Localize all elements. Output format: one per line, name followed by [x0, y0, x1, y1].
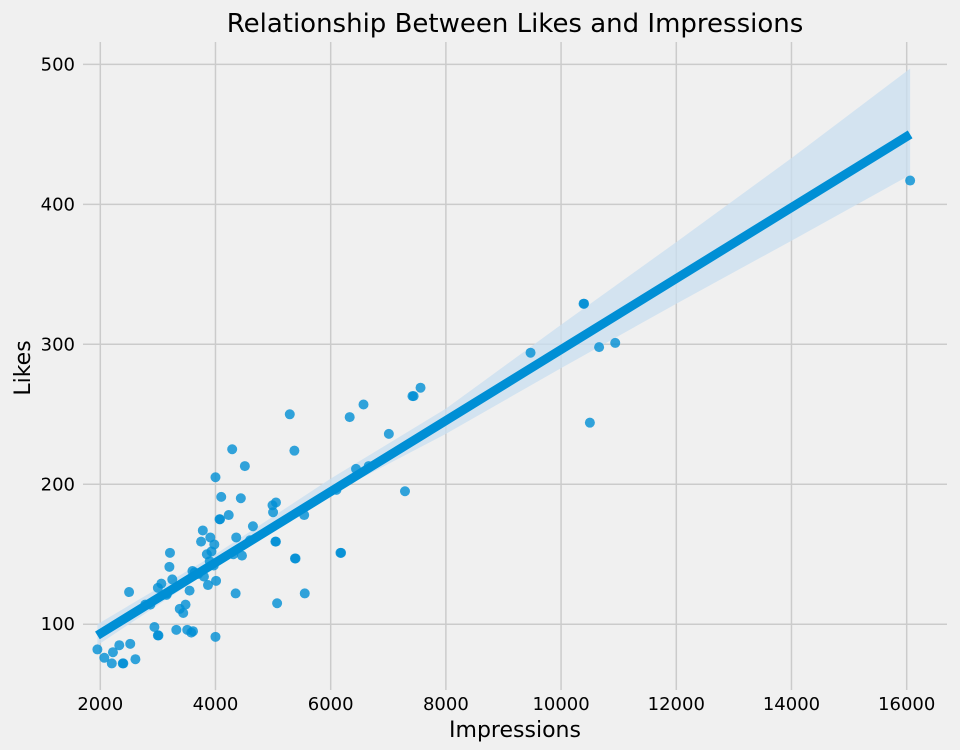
- data-point: [118, 658, 129, 669]
- data-point: [284, 409, 295, 420]
- data-point: [399, 486, 410, 497]
- data-point: [247, 521, 258, 532]
- data-point: [236, 550, 247, 561]
- data-point: [209, 539, 220, 550]
- data-point: [905, 175, 916, 186]
- data-point: [215, 514, 226, 525]
- data-point: [336, 547, 347, 558]
- data-point: [594, 342, 605, 353]
- y-tick-label: 200: [41, 474, 75, 495]
- x-tick-label: 10000: [532, 694, 589, 715]
- data-point: [358, 399, 369, 410]
- data-point: [211, 575, 222, 586]
- data-point: [525, 347, 536, 358]
- y-axis-label: Likes: [11, 340, 36, 395]
- x-tick-label: 8000: [423, 694, 469, 715]
- data-point: [227, 444, 238, 455]
- data-point: [92, 644, 103, 655]
- data-point: [344, 412, 355, 423]
- data-point: [164, 547, 175, 558]
- data-point: [231, 532, 242, 543]
- data-point: [107, 647, 118, 658]
- y-tick-label: 500: [41, 54, 75, 75]
- data-point: [153, 630, 164, 641]
- y-tick-label: 400: [41, 194, 75, 215]
- data-point: [268, 507, 279, 518]
- data-point: [171, 624, 182, 635]
- y-tick-label: 100: [41, 614, 75, 635]
- data-point: [239, 461, 250, 472]
- data-point: [383, 428, 394, 439]
- points-layer: [92, 175, 916, 669]
- data-point: [125, 638, 136, 649]
- data-point: [408, 391, 419, 402]
- data-point: [610, 337, 621, 348]
- data-point: [184, 585, 195, 596]
- data-point: [197, 525, 208, 536]
- data-point: [290, 553, 301, 564]
- data-point: [188, 626, 199, 637]
- data-point: [270, 536, 281, 547]
- x-tick-label: 16000: [878, 694, 935, 715]
- data-point: [164, 561, 175, 572]
- data-point: [270, 497, 281, 508]
- data-point: [235, 493, 246, 504]
- data-point: [272, 598, 283, 609]
- data-point: [99, 652, 110, 663]
- data-point: [180, 599, 191, 610]
- data-point: [196, 536, 207, 547]
- data-point: [210, 631, 221, 642]
- confidence-band-layer: [97, 68, 911, 646]
- confidence-band: [97, 68, 911, 646]
- data-point: [216, 491, 227, 502]
- x-axis-label: Impressions: [449, 718, 581, 743]
- data-point: [149, 622, 160, 633]
- x-tick-label: 14000: [763, 694, 820, 715]
- x-tick-labels: 2000 4000 6000 8000 10000 12000 14000 16000: [77, 694, 935, 715]
- regression-line: [95, 130, 913, 640]
- regression-layer: [95, 130, 913, 640]
- data-point: [289, 445, 300, 456]
- data-point: [167, 574, 178, 585]
- data-point: [124, 587, 135, 598]
- data-point: [415, 382, 426, 393]
- data-point: [106, 658, 117, 669]
- data-point: [178, 608, 189, 619]
- x-tick-label: 12000: [648, 694, 705, 715]
- y-tick-label: 300: [41, 334, 75, 355]
- y-tick-labels: 100 200 300 400 500: [41, 54, 75, 635]
- data-point: [114, 640, 125, 651]
- data-point: [130, 654, 141, 665]
- data-point: [210, 472, 221, 483]
- x-tick-label: 2000: [77, 694, 123, 715]
- data-point: [202, 580, 213, 591]
- data-point: [156, 578, 167, 589]
- data-point: [584, 417, 595, 428]
- data-point: [579, 298, 590, 309]
- x-tick-label: 6000: [308, 694, 354, 715]
- x-tick-label: 4000: [193, 694, 239, 715]
- data-point: [299, 588, 310, 599]
- data-point: [230, 588, 241, 599]
- data-point: [223, 510, 234, 521]
- chart-title: Relationship Between Likes and Impressio…: [227, 9, 804, 39]
